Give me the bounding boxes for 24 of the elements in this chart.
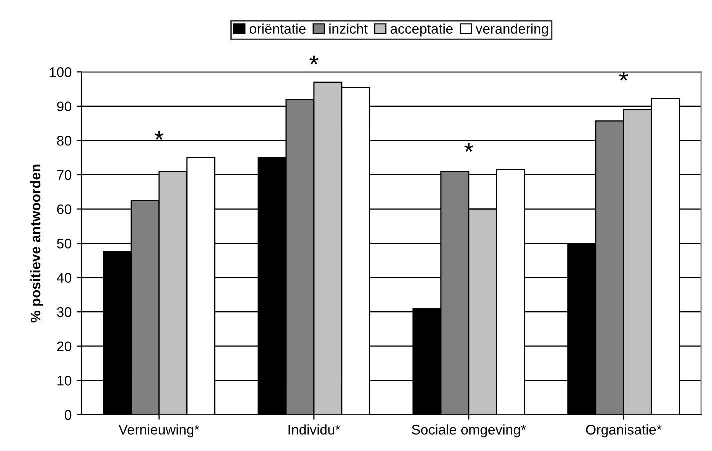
- annotation: *: [619, 72, 628, 81]
- annotation: *: [154, 131, 164, 140]
- y-tick-label: 30: [57, 307, 72, 318]
- x-tick-label: Organisatie*: [586, 424, 662, 438]
- y-tick-label: 100: [50, 67, 72, 78]
- annotation: *: [464, 143, 474, 152]
- legend-label: inzicht: [330, 24, 368, 34]
- legend-label: acceptatie: [390, 24, 453, 37]
- y-tick-label: 50: [57, 238, 72, 249]
- y-tick-label: 0: [64, 410, 72, 420]
- x-tick-label: Individu*: [288, 424, 341, 435]
- y-tick-label: 10: [58, 376, 72, 386]
- y-tick-label: 20: [57, 342, 72, 352]
- y-tick-label: 40: [57, 273, 72, 283]
- x-tick-label: Vernieuwing*: [118, 424, 200, 438]
- y-axis-title: % positieve antwoorden: [30, 164, 44, 323]
- y-tick-label: 60: [57, 204, 72, 214]
- x-tick-label: Sociale omgeving*: [412, 424, 526, 438]
- legend-label: verandering: [476, 24, 548, 37]
- y-tick-label: 70: [57, 170, 72, 180]
- legend-label: oriëntatie: [250, 24, 306, 34]
- y-tick-label: 90: [57, 102, 72, 112]
- text: *: [310, 56, 319, 65]
- y-tick-label: 80: [57, 136, 72, 146]
